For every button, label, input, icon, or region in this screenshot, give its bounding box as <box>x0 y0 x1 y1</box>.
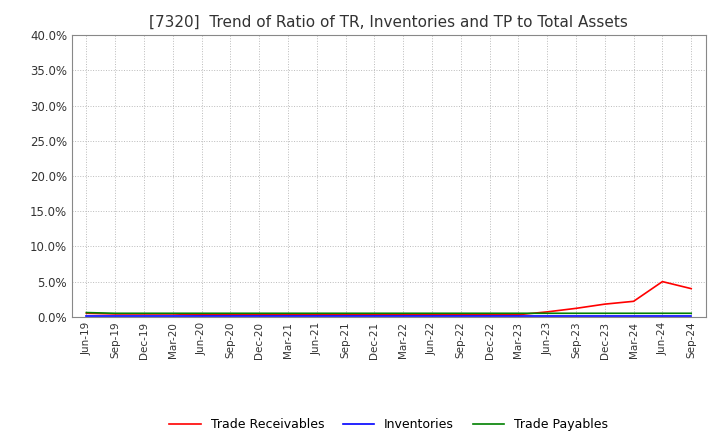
Inventories <box>341 313 350 319</box>
Trade Receivables <box>197 312 206 317</box>
Trade Payables <box>485 311 494 316</box>
Inventories <box>514 313 523 319</box>
Trade Payables <box>399 311 408 316</box>
Trade Payables <box>255 311 264 316</box>
Trade Payables <box>658 311 667 316</box>
Inventories <box>600 313 609 319</box>
Trade Receivables <box>543 309 552 315</box>
Trade Payables <box>370 311 379 316</box>
Trade Receivables <box>226 312 235 317</box>
Trade Receivables <box>255 312 264 317</box>
Trade Receivables <box>111 312 120 317</box>
Trade Payables <box>456 311 465 316</box>
Trade Payables <box>82 310 91 315</box>
Inventories <box>370 313 379 319</box>
Trade Receivables <box>140 312 148 317</box>
Trade Receivables <box>658 279 667 284</box>
Trade Receivables <box>284 312 292 317</box>
Inventories <box>168 313 177 319</box>
Inventories <box>399 313 408 319</box>
Trade Receivables <box>168 312 177 317</box>
Trade Payables <box>629 311 638 316</box>
Legend: Trade Receivables, Inventories, Trade Payables: Trade Receivables, Inventories, Trade Pa… <box>164 413 613 436</box>
Trade Payables <box>168 311 177 316</box>
Trade Payables <box>312 311 321 316</box>
Trade Receivables <box>312 312 321 317</box>
Line: Trade Receivables: Trade Receivables <box>86 282 691 315</box>
Trade Receivables <box>485 312 494 317</box>
Inventories <box>197 313 206 319</box>
Trade Receivables <box>82 311 91 316</box>
Trade Payables <box>543 311 552 316</box>
Trade Receivables <box>514 312 523 317</box>
Trade Receivables <box>629 299 638 304</box>
Line: Trade Payables: Trade Payables <box>86 312 691 313</box>
Inventories <box>140 313 148 319</box>
Inventories <box>456 313 465 319</box>
Inventories <box>226 313 235 319</box>
Trade Receivables <box>456 312 465 317</box>
Inventories <box>284 313 292 319</box>
Inventories <box>255 313 264 319</box>
Inventories <box>111 313 120 319</box>
Inventories <box>572 313 580 319</box>
Trade Payables <box>428 311 436 316</box>
Trade Receivables <box>600 301 609 307</box>
Inventories <box>543 313 552 319</box>
Inventories <box>428 313 436 319</box>
Inventories <box>485 313 494 319</box>
Trade Payables <box>140 311 148 316</box>
Inventories <box>658 313 667 319</box>
Trade Receivables <box>341 312 350 317</box>
Trade Payables <box>572 311 580 316</box>
Trade Payables <box>284 311 292 316</box>
Trade Receivables <box>370 312 379 317</box>
Trade Payables <box>341 311 350 316</box>
Trade Receivables <box>572 306 580 311</box>
Trade Receivables <box>687 286 696 291</box>
Trade Receivables <box>428 312 436 317</box>
Trade Payables <box>197 311 206 316</box>
Trade Receivables <box>399 312 408 317</box>
Title: [7320]  Trend of Ratio of TR, Inventories and TP to Total Assets: [7320] Trend of Ratio of TR, Inventories… <box>149 15 629 30</box>
Trade Payables <box>687 311 696 316</box>
Inventories <box>82 313 91 319</box>
Inventories <box>687 313 696 319</box>
Trade Payables <box>226 311 235 316</box>
Inventories <box>629 313 638 319</box>
Inventories <box>312 313 321 319</box>
Trade Payables <box>111 311 120 316</box>
Trade Payables <box>514 311 523 316</box>
Trade Payables <box>600 311 609 316</box>
